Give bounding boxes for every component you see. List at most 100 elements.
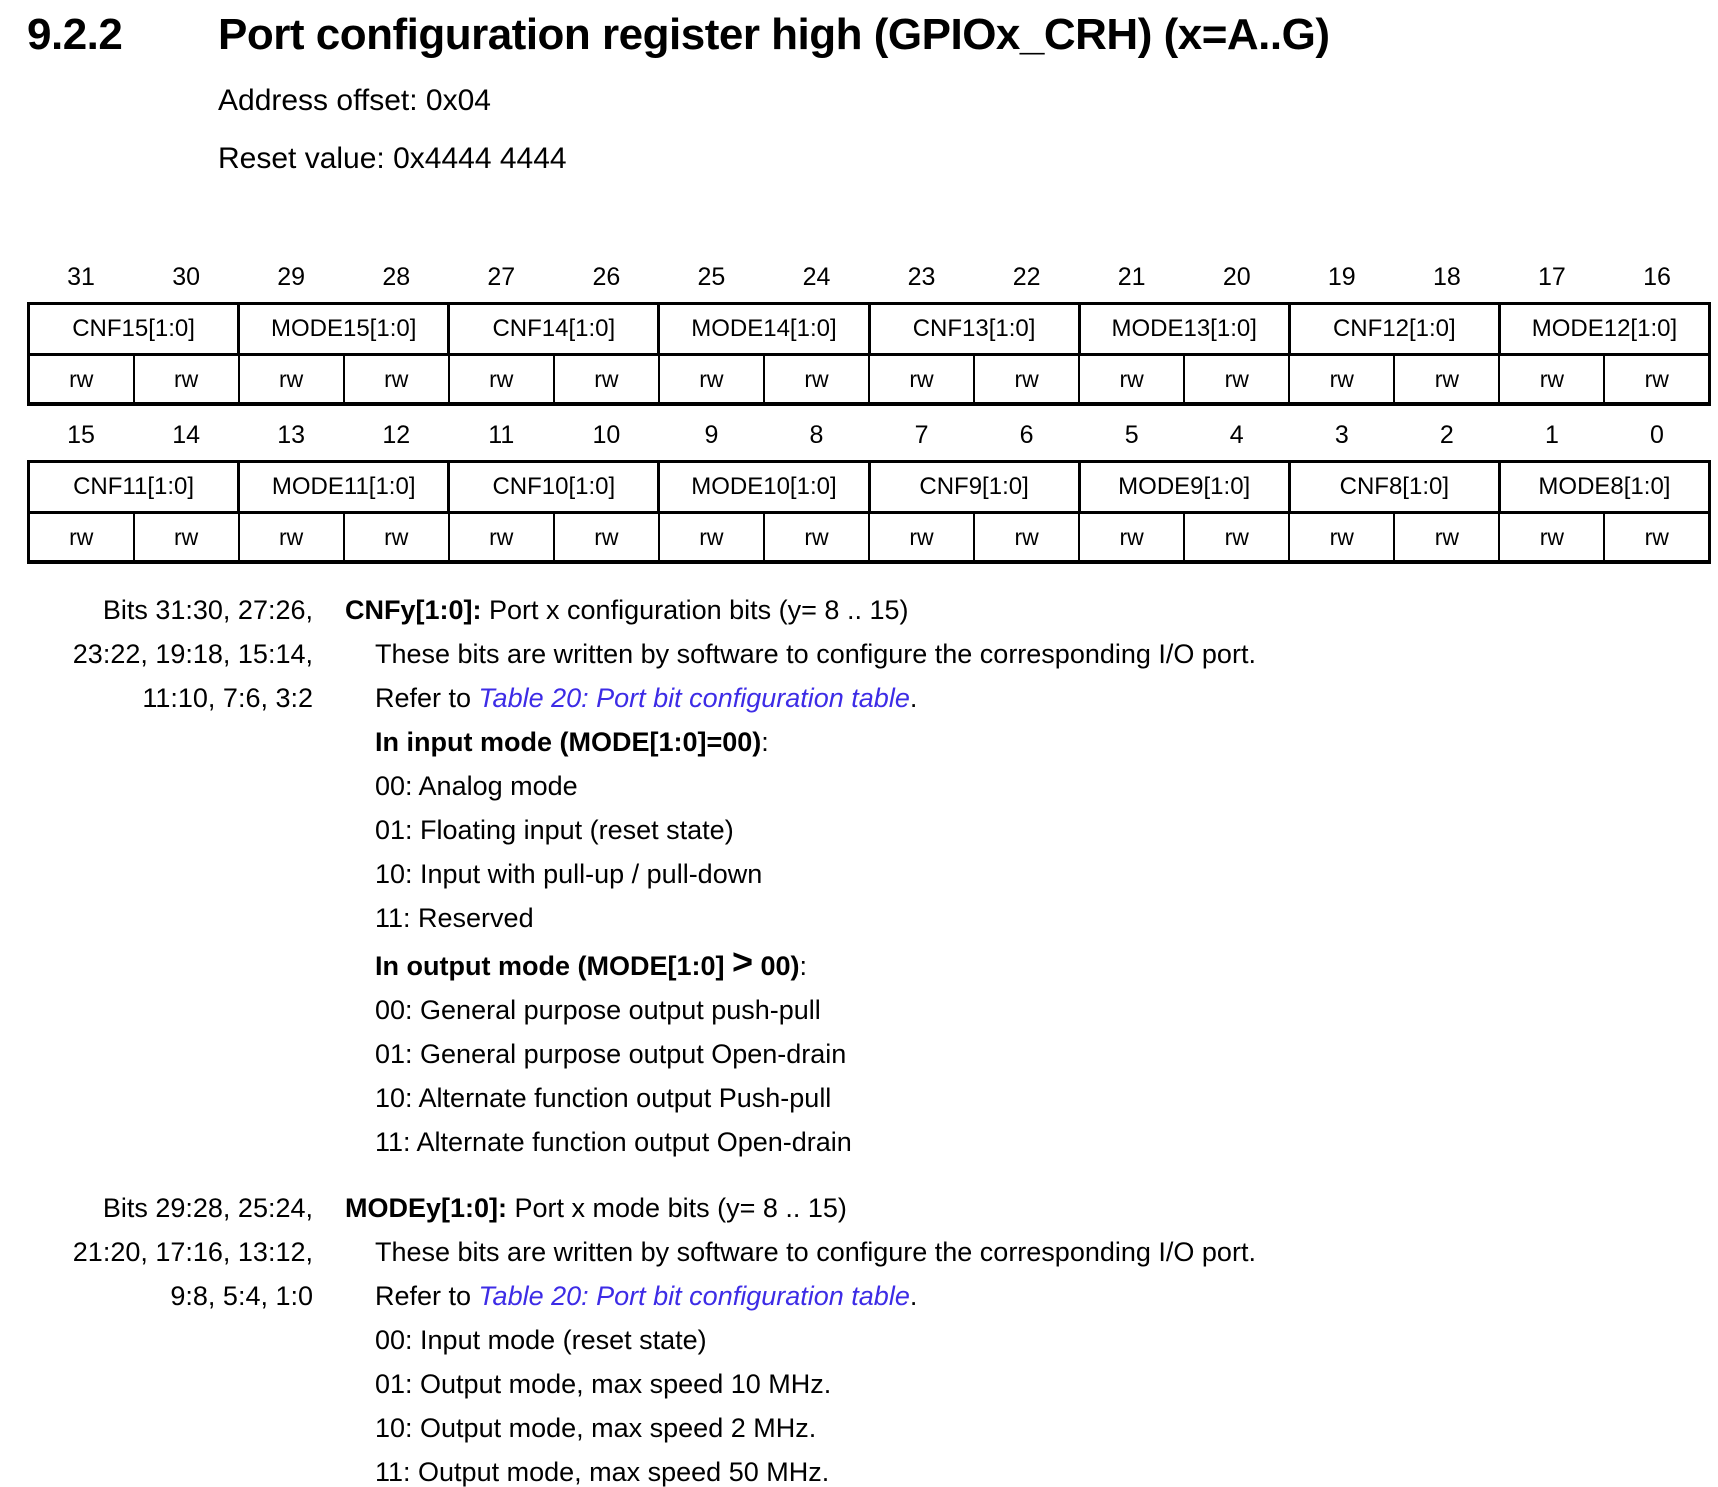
- page-title: Port configuration register high (GPIOx_…: [218, 10, 1330, 59]
- access-cell: rw: [1078, 511, 1186, 564]
- bit-number-cell: 18: [1432, 263, 1461, 291]
- bit-number-cell: 24: [802, 263, 831, 291]
- access-cell: rw: [1288, 511, 1396, 564]
- access-cell: rw: [657, 511, 765, 564]
- address-offset: Address offset: 0x04: [218, 84, 491, 117]
- field-name-cell: MODE12[1:0]: [1497, 302, 1712, 356]
- field-name-cell: MODE10[1:0]: [657, 460, 871, 514]
- description-line: 11: Output mode, max speed 50 MHz.: [375, 1457, 830, 1487]
- field-description-row: Bits 29:28, 25:24, 21:20, 17:16, 13:12, 9:…: [0, 1186, 1718, 1487]
- bit-number-cell: 16: [1643, 263, 1671, 291]
- bits-range-line: 21:20, 17:16, 13:12,: [72, 1237, 313, 1267]
- field-name-cell: MODE11[1:0]: [237, 460, 451, 514]
- access-cell: rw: [342, 511, 450, 564]
- description-line: 01: General purpose output Open-drain: [375, 1039, 847, 1069]
- description-line: 01: Output mode, max speed 10 MHz.: [375, 1369, 832, 1399]
- bit-number-cell: 8: [809, 421, 824, 449]
- bold-text: 00): [753, 951, 800, 981]
- access-cell: rw: [552, 511, 660, 564]
- access-cell: rw: [1498, 353, 1606, 406]
- access-cell: rw: [132, 511, 240, 564]
- field-term-rest: Port x configuration bits (y= 8 .. 15): [481, 595, 909, 625]
- access-cell: rw: [1288, 353, 1396, 406]
- access-cell: rw: [1603, 353, 1712, 406]
- bit-number-cell: 23: [907, 263, 936, 291]
- description-line: 00: Input mode (reset state): [375, 1325, 707, 1355]
- field-term-line: CNFy[1:0]: Port x configuration bits (y=…: [345, 588, 1718, 632]
- bit-number-cell: 7: [914, 421, 929, 449]
- bit-number-cell: 22: [1012, 263, 1041, 291]
- field-name-cell: MODE13[1:0]: [1077, 302, 1291, 356]
- reset-value: Reset value: 0x4444 4444: [218, 142, 567, 175]
- description-line: In output mode (MODE[1:0] > 00):: [375, 941, 808, 982]
- field-name-cell: CNF13[1:0]: [867, 302, 1081, 356]
- bit-number-cell: 15: [67, 421, 95, 449]
- bit-number-cell: 20: [1222, 263, 1251, 291]
- field-name-cell: MODE15[1:0]: [237, 302, 451, 356]
- bit-number-cell: 6: [1019, 421, 1034, 449]
- description-line: 00: Analog mode: [375, 771, 578, 801]
- bit-number-cell: 3: [1334, 421, 1349, 449]
- access-cell: rw: [342, 353, 450, 406]
- field-name-cell: CNF15[1:0]: [26, 302, 241, 356]
- field-name-cell: CNF9[1:0]: [867, 460, 1081, 514]
- bit-number-cell: 17: [1538, 263, 1566, 291]
- access-cell: rw: [132, 353, 240, 406]
- description-line: 10: Alternate function output Push-pull: [375, 1083, 832, 1113]
- table20-link[interactable]: Table 20: Port bit configuration table: [478, 1281, 910, 1311]
- description-line: 11: Alternate function output Open-drain: [375, 1127, 852, 1157]
- bit-number-cell: 31: [67, 263, 95, 291]
- access-cell: rw: [552, 353, 660, 406]
- description-line: These bits are written by software to co…: [375, 639, 1256, 669]
- register-table-body: 31 30 29 28 27 26 25 24 23 22 21 20 19 18 17 16 CNF15[1:…: [26, 248, 1712, 564]
- access-cell: rw: [26, 511, 135, 564]
- field-name-row: CNF11[1:0] MODE11[1:0] CNF10[1:0] MODE10[1:…: [26, 460, 1712, 514]
- description-line: Refer to Table 20: Port bit configuratio…: [375, 1281, 918, 1311]
- bit-number-cell: 11: [488, 421, 515, 449]
- field-term: CNFy[1:0]:: [345, 595, 482, 625]
- access-cell: rw: [26, 353, 135, 406]
- bits-range-line: 11:10, 7:6, 3:2: [142, 683, 313, 713]
- field-term-line: MODEy[1:0]: Port x mode bits (y= 8 .. 15…: [345, 1186, 1718, 1230]
- bit-number-cell: 28: [382, 263, 411, 291]
- description-line: 10: Output mode, max speed 2 MHz.: [375, 1413, 817, 1443]
- access-cell: rw: [1183, 353, 1291, 406]
- bit-number-cell: 21: [1117, 263, 1146, 291]
- field-term: MODEy[1:0]:: [345, 1193, 508, 1223]
- bit-number-cell: 10: [592, 421, 621, 449]
- access-cell: rw: [762, 511, 871, 564]
- access-cell: rw: [1393, 353, 1501, 406]
- bit-numbers-row: 31 30 29 28 27 26 25 24 23 22 21 20 19 18 17 16: [29, 248, 1710, 304]
- field-description-row: Bits 31:30, 27:26, 23:22, 19:18, 15:14, 11…: [0, 588, 1718, 1164]
- description-line: 11: Reserved: [375, 903, 534, 933]
- bit-number-cell: 0: [1650, 421, 1664, 449]
- access-cell: rw: [973, 353, 1081, 406]
- description-line: 00: General purpose output push-pull: [375, 995, 821, 1025]
- field-description-text: MODEy[1:0]: Port x mode bits (y= 8 .. 15…: [345, 1186, 1718, 1487]
- bit-number-cell: 14: [172, 421, 200, 449]
- access-cell: rw: [1603, 511, 1712, 564]
- section-number: 9.2.2: [27, 10, 123, 59]
- access-cell: rw: [237, 353, 345, 406]
- bit-number-cell: 13: [277, 421, 306, 449]
- access-cell: rw: [1183, 511, 1291, 564]
- bits-range-line: 9:8, 5:4, 1:0: [170, 1281, 313, 1311]
- field-description-text: CNFy[1:0]: Port x configuration bits (y=…: [345, 588, 1718, 1164]
- bit-number-cell: 27: [487, 263, 516, 291]
- field-term-rest: Port x mode bits (y= 8 .. 15): [507, 1193, 847, 1223]
- field-name-row: CNF15[1:0] MODE15[1:0] CNF14[1:0] MODE14[1:…: [26, 302, 1712, 356]
- greater-than-sign: >: [731, 941, 753, 982]
- table20-link[interactable]: Table 20: Port bit configuration table: [478, 683, 910, 713]
- description-line: These bits are written by software to co…: [375, 1237, 1256, 1267]
- bit-number-cell: 12: [382, 421, 411, 449]
- field-name-cell: CNF12[1:0]: [1287, 302, 1501, 356]
- access-cell: rw: [762, 353, 871, 406]
- access-cell: rw: [237, 511, 345, 564]
- bit-numbers-row: 15 14 13 12 11 10 9 8 7 6 5 4 3 2 1 0: [29, 404, 1710, 462]
- access-cell: rw: [447, 353, 555, 406]
- access-row: rw rw rw rw rw rw rw rw rw rw rw rw rw rw rw rw: [26, 511, 1712, 564]
- field-name-cell: CNF8[1:0]: [1287, 460, 1501, 514]
- field-name-cell: CNF14[1:0]: [447, 302, 661, 356]
- bold-text: In input mode (MODE[1:0]=00): [375, 727, 762, 757]
- bits-range-label: Bits 29:28, 25:24, 21:20, 17:16, 13:12, 9:…: [0, 1186, 313, 1318]
